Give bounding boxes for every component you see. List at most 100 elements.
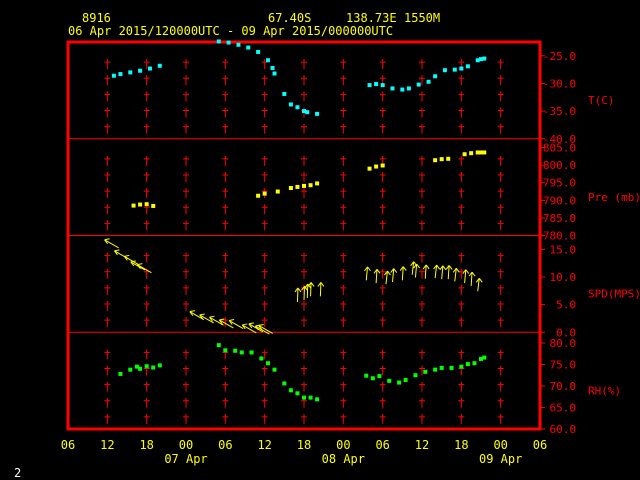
wind-barb — [433, 264, 441, 279]
temperature-point — [128, 70, 133, 75]
temperature-point — [305, 110, 310, 115]
pressure-point — [439, 157, 444, 162]
wind-barb — [399, 266, 407, 281]
y-tick-label: -25.0 — [543, 50, 576, 63]
y-tick-label: -30.0 — [543, 77, 576, 90]
humidity-point — [433, 367, 438, 372]
humidity-point — [465, 362, 470, 367]
humidity-point — [288, 388, 293, 393]
temperature-point — [400, 87, 405, 92]
humidity-point — [233, 348, 238, 353]
humidity-point — [138, 366, 143, 371]
temperature-point — [226, 40, 231, 45]
wind-barb — [304, 283, 312, 298]
pressure-point — [151, 203, 156, 208]
wind-barb — [384, 270, 391, 285]
pressure-point — [482, 150, 487, 155]
temperature-point — [374, 82, 379, 87]
wind-barb — [136, 263, 152, 274]
temperature-point — [367, 83, 372, 88]
wind-barb — [228, 319, 244, 329]
humidity-point — [482, 355, 487, 360]
humidity-point — [265, 361, 270, 366]
pressure-point — [469, 151, 474, 156]
wind-barb — [241, 323, 257, 334]
temperature-point — [272, 71, 277, 76]
pressure-point — [380, 163, 385, 168]
pressure-point — [256, 193, 261, 198]
station-id: 8916 — [82, 11, 111, 25]
humidity-point — [259, 356, 264, 361]
pressure-point — [138, 202, 143, 207]
pressure-point — [275, 189, 280, 194]
wind-barb — [390, 268, 398, 282]
time-period: 06 Apr 2015/120000UTC - 09 Apr 2015/0000… — [68, 24, 394, 38]
pressure-point — [446, 156, 451, 161]
humidity-point — [239, 350, 244, 355]
x-tick-label: 18 — [454, 438, 468, 452]
humidity-point — [479, 356, 483, 361]
temperature-point — [416, 82, 421, 87]
temperature-point — [138, 68, 143, 73]
pressure-point — [433, 158, 438, 163]
y-tick-label: -40.0 — [543, 133, 576, 146]
y-tick-label: 790.0 — [543, 194, 576, 207]
panel-label-pressure: Pre (mb) — [588, 191, 640, 204]
humidity-point — [403, 377, 408, 382]
wind-barb — [104, 238, 119, 249]
humidity-point — [157, 363, 162, 368]
date-label: 09 Apr — [479, 452, 522, 466]
wind-barb — [189, 310, 205, 321]
pressure-point — [367, 166, 372, 171]
y-tick-label: 805.0 — [543, 142, 576, 155]
wind-barb — [422, 264, 430, 279]
wind-barb — [218, 318, 234, 329]
pressure-point — [308, 183, 313, 188]
wind-barb — [199, 313, 214, 324]
temperature-point — [315, 111, 320, 116]
humidity-point — [439, 365, 444, 370]
temperature-point — [265, 58, 270, 63]
wind-barb — [445, 265, 453, 280]
x-tick-label: 06 — [375, 438, 389, 452]
pressure-point — [302, 183, 306, 188]
humidity-point — [370, 376, 375, 381]
y-tick-label: 10.0 — [550, 271, 577, 284]
humidity-point — [151, 365, 156, 370]
x-tick-label: 12 — [257, 438, 271, 452]
humidity-point — [282, 381, 287, 386]
humidity-point — [249, 350, 254, 355]
temperature-point — [479, 57, 483, 62]
y-tick-label: 75.0 — [550, 359, 577, 372]
humidity-point — [423, 369, 428, 374]
x-tick-label: 00 — [179, 438, 193, 452]
panel-label-wind: SPD(MPS) — [588, 288, 640, 301]
y-tick-label: 80.0 — [550, 337, 577, 350]
temperature-point — [111, 73, 116, 78]
humidity-point — [413, 373, 418, 378]
humidity-point — [387, 378, 392, 383]
y-tick-label: 795.0 — [543, 177, 576, 190]
pressure-point — [288, 186, 293, 191]
temperature-point — [459, 66, 464, 71]
wind-barb — [301, 285, 308, 301]
humidity-point — [118, 371, 123, 376]
humidity-point — [364, 373, 369, 378]
temperature-point — [147, 66, 152, 71]
temperature-point — [406, 86, 411, 91]
pressure-point — [144, 202, 149, 207]
y-tick-label: -35.0 — [543, 105, 576, 118]
humidity-point — [315, 397, 320, 402]
wind-barb — [373, 269, 381, 284]
pressure-point — [131, 203, 136, 208]
temperature-point — [475, 58, 480, 63]
y-tick-label: 70.0 — [550, 380, 577, 393]
y-tick-label: 5.0 — [556, 299, 576, 312]
x-tick-label: 00 — [493, 438, 507, 452]
wind-barb — [123, 254, 139, 265]
humidity-point — [459, 364, 464, 369]
page-number: 2 — [14, 466, 22, 480]
date-label: 07 Apr — [164, 452, 207, 466]
wind-barb — [209, 315, 224, 326]
